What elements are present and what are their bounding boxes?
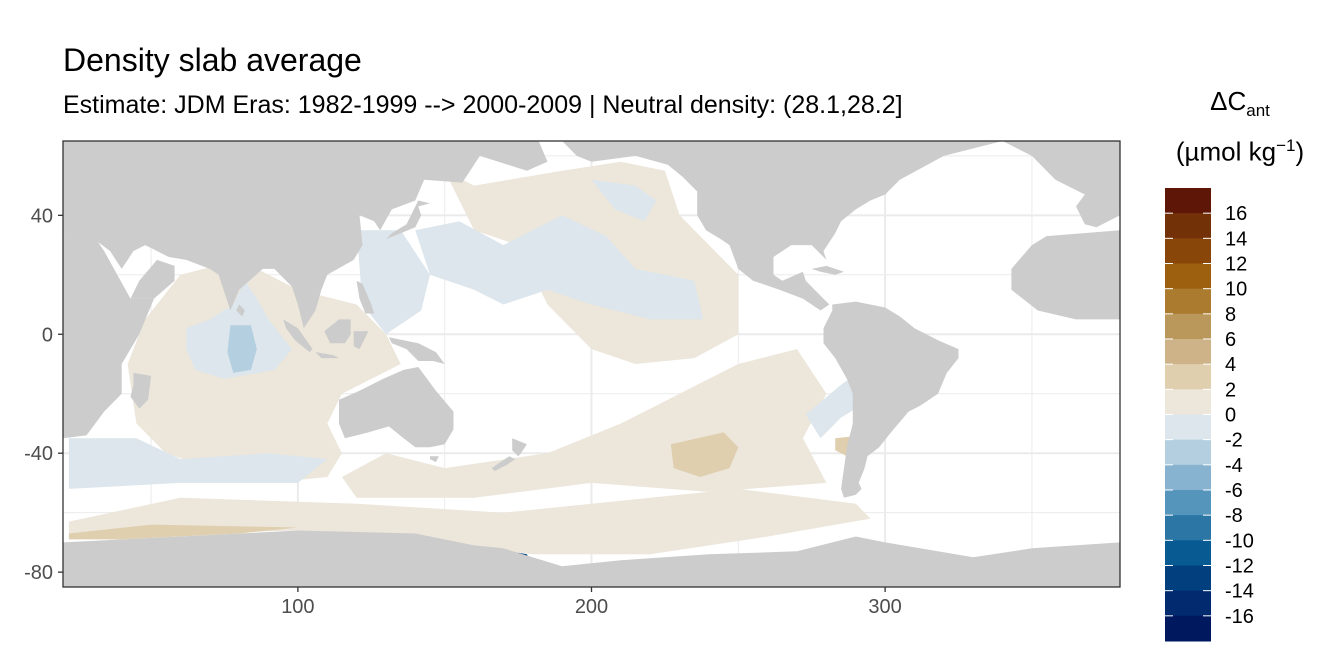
legend-swatch [1165, 414, 1211, 441]
legend-label: -2 [1225, 430, 1243, 452]
land-polygon [562, 141, 1120, 311]
land-polygon [283, 319, 313, 353]
legend-unit-suffix: ) [1295, 136, 1305, 167]
data-region [227, 325, 257, 373]
legend-swatch [1165, 339, 1211, 365]
x-tick-label: 300 [868, 596, 901, 618]
legend-label: 12 [1225, 254, 1247, 276]
legend-label: 14 [1225, 228, 1247, 250]
data-region [415, 215, 704, 320]
chart-title: Density slab average [63, 42, 362, 78]
legend-label: 10 [1225, 279, 1247, 301]
land-polygon [491, 456, 516, 471]
legend-swatch [1165, 288, 1211, 315]
y-tick-label: -80 [24, 562, 53, 584]
legend-swatch [1165, 590, 1211, 617]
land-polygon [1011, 230, 1120, 320]
legend-label: 4 [1225, 354, 1236, 376]
land-masses [63, 141, 1120, 587]
land-polygon [315, 352, 339, 359]
land-polygon [63, 530, 1120, 587]
legend-label: -4 [1225, 455, 1243, 477]
chart-subtitle: Estimate: JDM Eras: 1982-1999 --> 2000-2… [63, 91, 903, 119]
x-tick-label: 200 [575, 596, 608, 618]
legend-label: -10 [1225, 530, 1254, 552]
legend-swatch [1165, 540, 1211, 566]
data-region [68, 524, 298, 540]
land-polygon [356, 280, 375, 314]
legend-swatch [1165, 389, 1211, 415]
land-polygon [339, 367, 454, 448]
legend-unit: (µmol kg−1) [1160, 136, 1320, 168]
data-region [670, 432, 739, 477]
legend-label: -16 [1225, 606, 1254, 628]
data-region [356, 230, 430, 335]
legend-unit-prefix: (µmol kg [1175, 136, 1277, 167]
land-polygon [430, 456, 439, 463]
land-polygon [353, 331, 369, 350]
legend-colorbar: 16 14 12 10 8 6 4 2 0 -2 -4 -6 -8 -10 -12 -14 -16 [1165, 188, 1254, 642]
legend-swatch [1165, 464, 1211, 491]
legend-label: 16 [1225, 203, 1247, 225]
legend-label: -8 [1225, 505, 1243, 527]
y-tick-label: 0 [42, 324, 53, 346]
legend-swatch [1165, 263, 1211, 290]
land-polygon [1002, 141, 1120, 228]
legend-label: -6 [1225, 480, 1243, 502]
land-polygon [512, 438, 527, 457]
y-tick-label: -40 [24, 443, 53, 465]
legend-title-sub: ant [1246, 101, 1270, 121]
land-polygon [811, 265, 844, 275]
legend-label: -12 [1225, 556, 1254, 578]
legend-label: 2 [1225, 379, 1236, 401]
legend-swatch [1165, 364, 1211, 390]
legend-swatch [1165, 615, 1211, 642]
legend-swatch [1165, 213, 1211, 239]
land-polygon [63, 239, 154, 439]
data-region [68, 488, 871, 555]
legend-swatch [1165, 238, 1211, 264]
legend-swatch [1165, 515, 1211, 541]
legend-swatch [1165, 313, 1211, 340]
legend-label: -14 [1225, 581, 1254, 603]
land-polygon [823, 301, 959, 498]
land-polygon [386, 200, 430, 240]
land-polygon [63, 141, 548, 329]
legend-label: 0 [1225, 405, 1236, 427]
legend-swatch [1165, 188, 1211, 214]
legend-title: ΔCant [1160, 86, 1320, 121]
legend-swatch [1165, 490, 1211, 516]
legend-swatch [1165, 565, 1211, 592]
x-tick-label: 100 [281, 596, 314, 618]
legend-label: 8 [1225, 304, 1236, 326]
y-tick-label: 40 [31, 205, 53, 227]
legend-label: 6 [1225, 329, 1236, 351]
data-region [591, 179, 657, 222]
data-region [68, 438, 328, 489]
land-polygon [324, 319, 351, 344]
legend-unit-sup: −1 [1276, 136, 1296, 155]
land-polygon [130, 259, 175, 299]
land-polygon [388, 337, 445, 364]
legend-swatch [1165, 439, 1211, 466]
legend-title-main: ΔC [1210, 86, 1247, 116]
land-polygon [130, 372, 152, 409]
land-polygon [236, 304, 245, 317]
